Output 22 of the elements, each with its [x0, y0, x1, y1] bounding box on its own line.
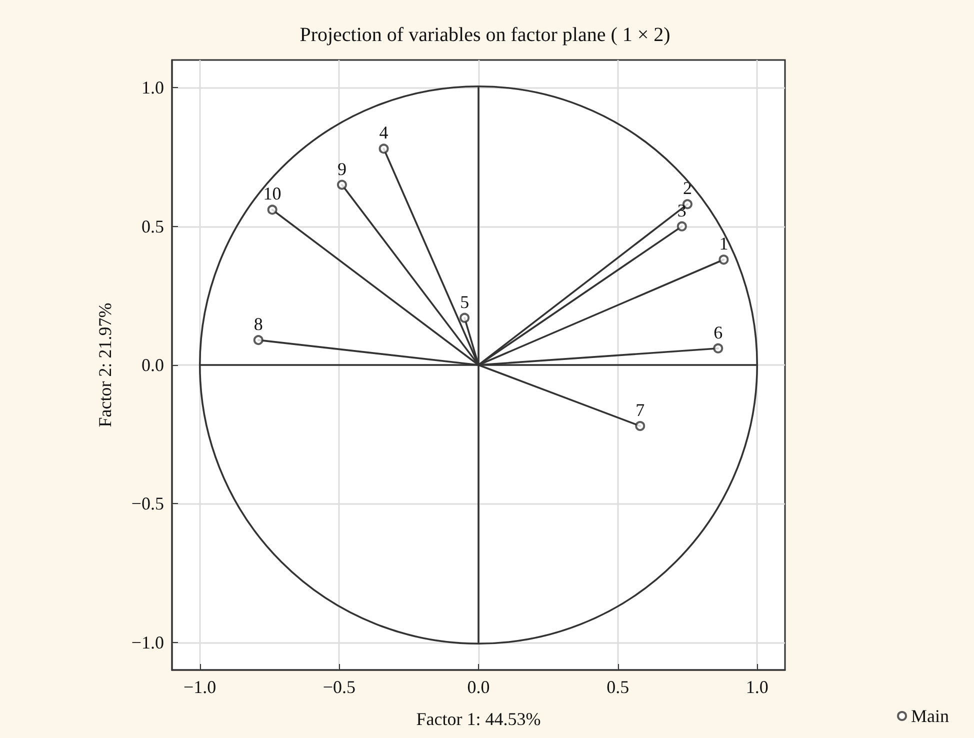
x-tick-label: 0.5	[606, 677, 630, 697]
annotation: 10	[263, 184, 282, 204]
x-tick-label: 0.0	[467, 677, 490, 697]
annotation: 6	[714, 322, 723, 342]
annotation: 4	[379, 122, 388, 143]
annotation: 8	[254, 314, 263, 334]
y-tick-label: 0.0	[142, 355, 164, 375]
x-axis-title: Factor 1: 44.53%	[416, 709, 541, 729]
annotation: 1	[719, 234, 728, 254]
x-tick-label: 1.0	[746, 677, 768, 697]
x-tick-label: −0.5	[322, 677, 356, 697]
y-axis-title: Factor 2: 21.97%	[95, 302, 115, 428]
y-tick-label: 1.0	[142, 78, 164, 98]
legend-label: Main	[911, 706, 950, 726]
y-tick-label: −0.5	[131, 494, 164, 514]
y-tick-label: 0.5	[142, 216, 164, 236]
y-tick-label: −1.0	[131, 632, 164, 652]
annotation: 5	[460, 292, 470, 312]
annotation: 7	[636, 400, 645, 420]
chart-title: Projection of variables on factor plane ( 1 × 2)	[300, 24, 670, 46]
x-tick-label: −1.0	[184, 677, 216, 697]
annotation: 9	[337, 158, 346, 179]
